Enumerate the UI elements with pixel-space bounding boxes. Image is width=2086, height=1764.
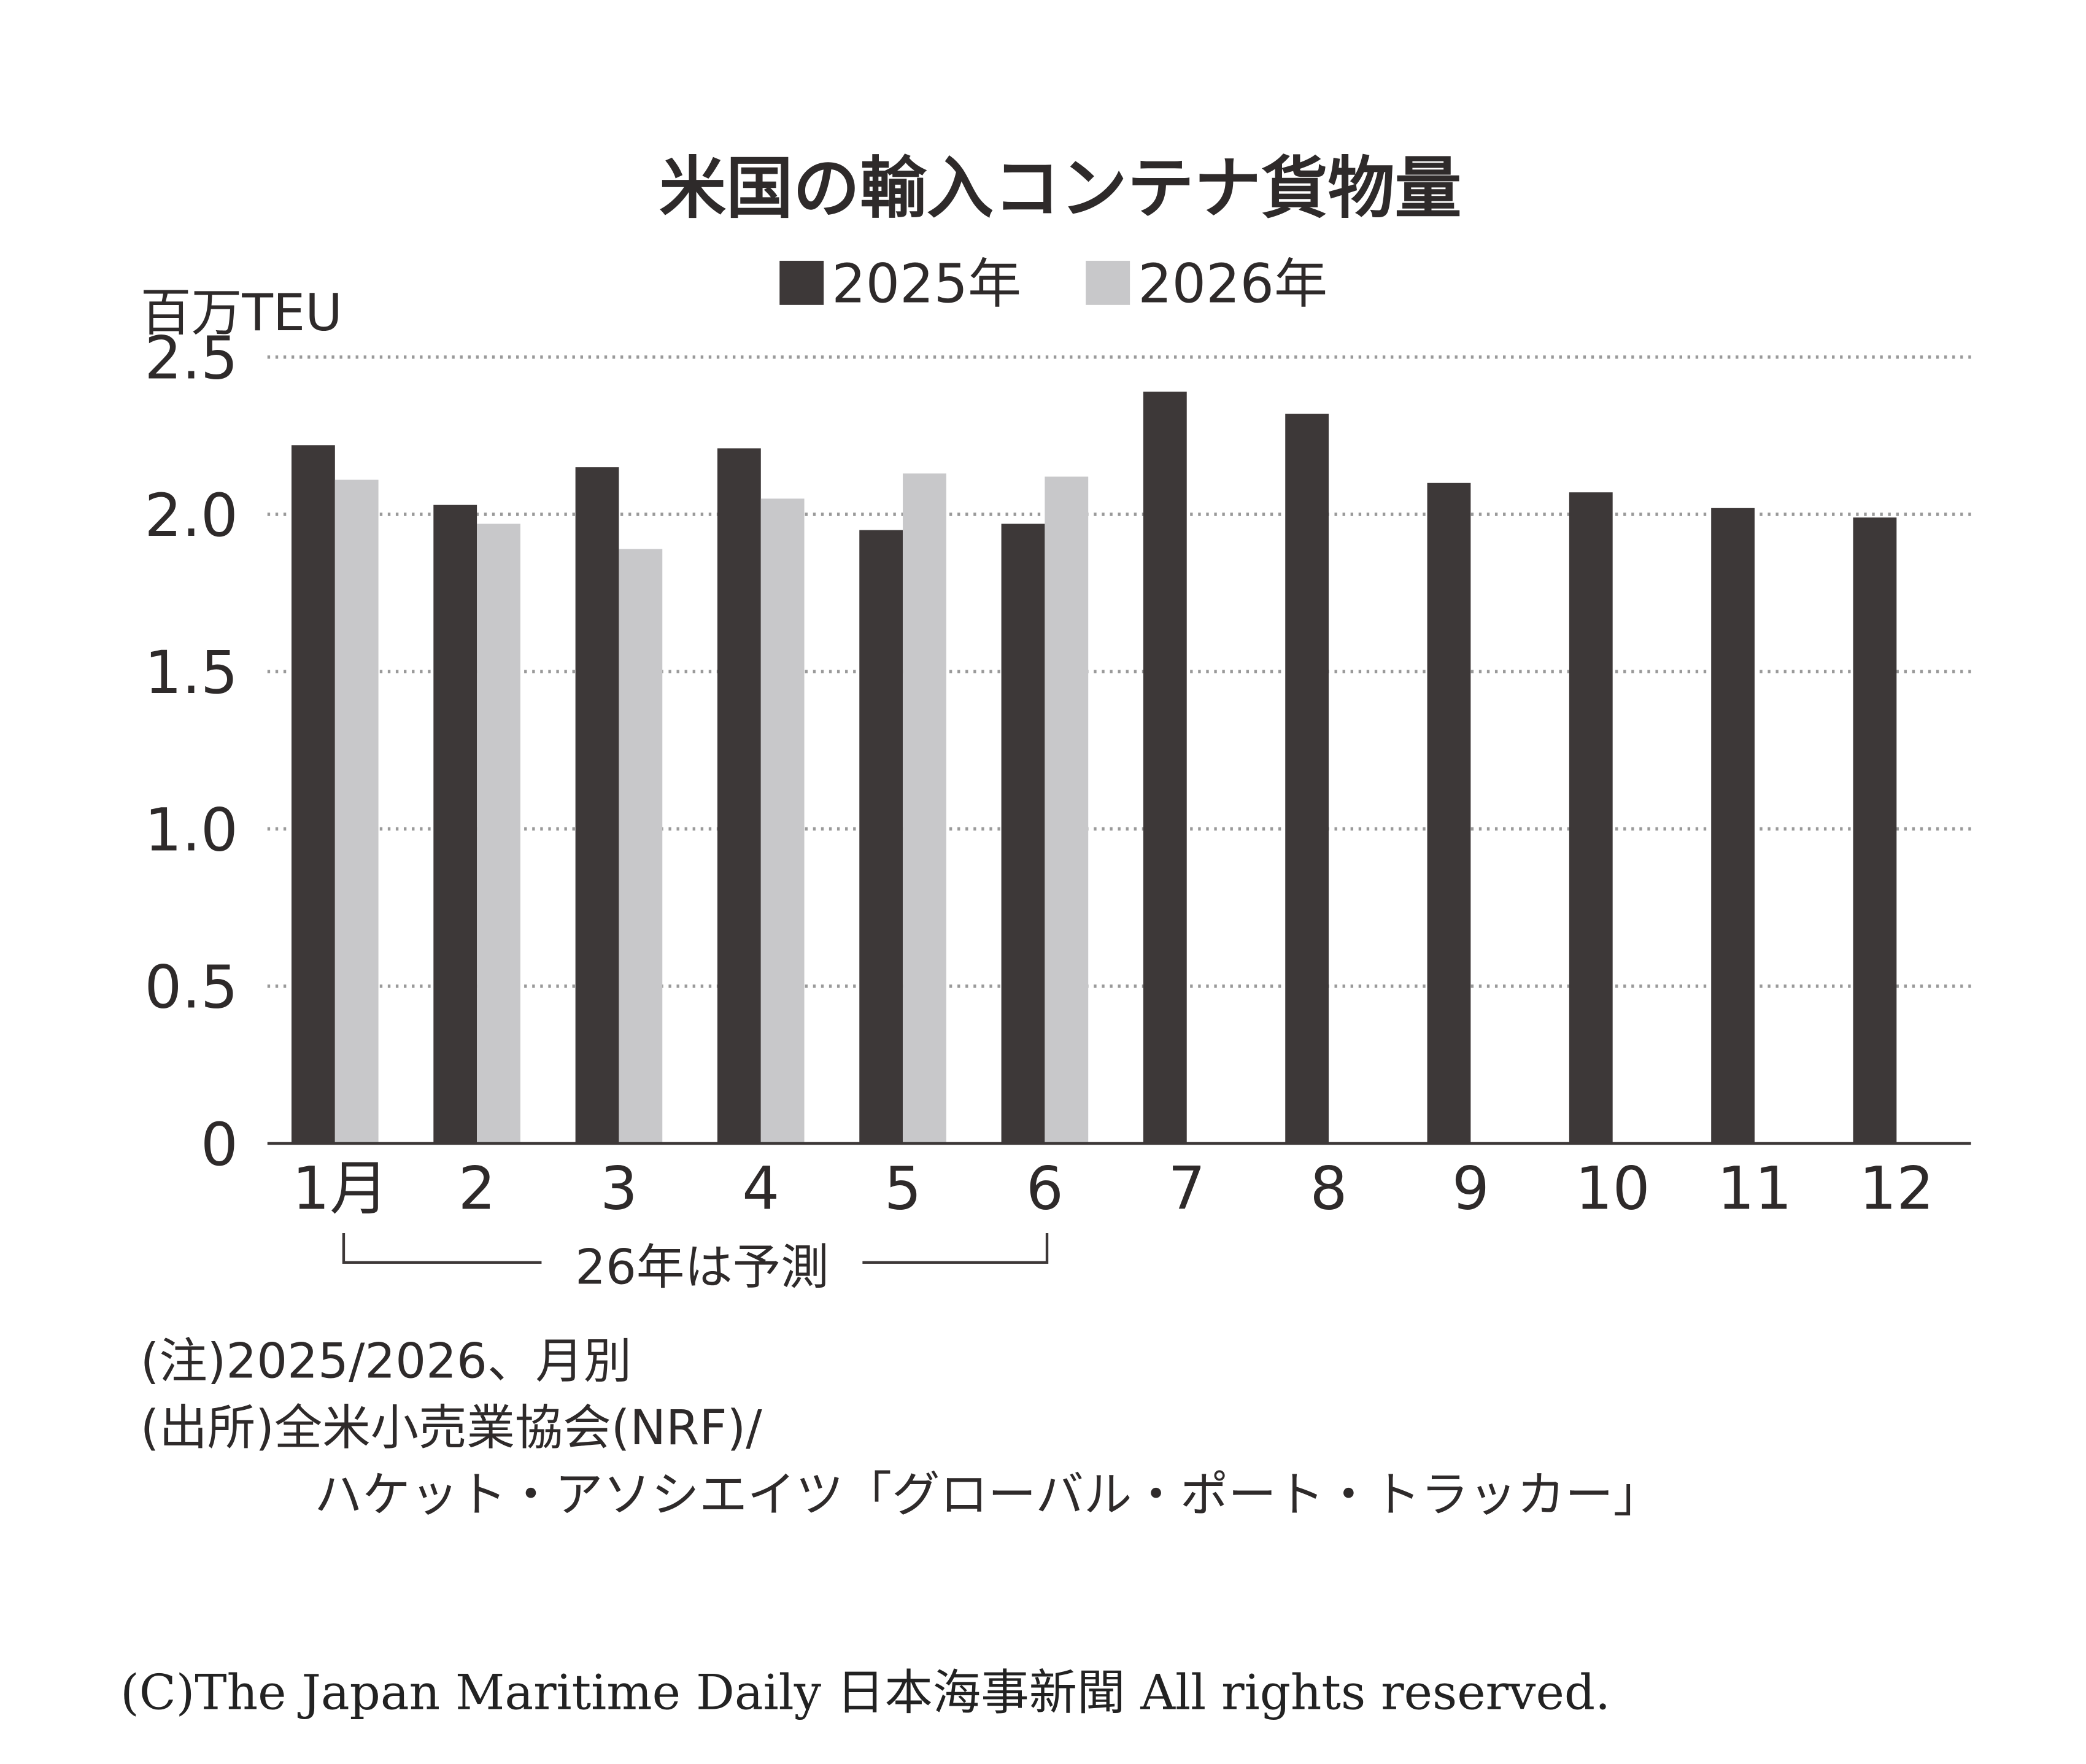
bar-2025年-8	[1285, 414, 1329, 1143]
bar-2025年-10	[1569, 492, 1613, 1143]
x-tick-label: 4	[742, 1155, 779, 1223]
source-text-1: (出所)全米小売業協会(NRF)/	[141, 1400, 762, 1456]
bar-2025年-5	[859, 530, 903, 1143]
x-tick-label: 11	[1717, 1155, 1792, 1223]
x-tick-label: 10	[1575, 1155, 1650, 1223]
x-tick-label: 2	[458, 1155, 496, 1223]
y-tick-label: 2.5	[144, 324, 238, 393]
bar-2026年-3	[619, 549, 663, 1143]
bar-2025年-2	[433, 505, 477, 1143]
x-tick-label: 12	[1859, 1155, 1934, 1223]
legend: 2025年 2026年	[779, 252, 1327, 315]
copyright-text: (C)The Japan Maritime Daily 日本海事新聞 All r…	[120, 1665, 1610, 1721]
chart-title: 米国の輸入コンテナ貨物量	[659, 149, 1461, 227]
bar-2025年-6	[1001, 524, 1045, 1143]
source-text-2: ハケット・アソシエイツ「グローバル・ポート・トラッカー」	[314, 1467, 1661, 1523]
bar-2026年-4	[760, 498, 805, 1143]
bar-2025年-11	[1711, 508, 1755, 1143]
y-tick-label: 0.5	[144, 953, 238, 1022]
legend-label-2025: 2025年	[832, 252, 1021, 315]
x-tick-label: 7	[1168, 1155, 1205, 1223]
y-tick-label: 1.0	[144, 795, 238, 864]
bar-2025年-7	[1143, 392, 1187, 1143]
y-tick-label: 1.5	[144, 638, 238, 707]
x-tick-label: 3	[600, 1155, 638, 1223]
legend-swatch-2026	[1086, 260, 1130, 305]
bar-2026年-6	[1045, 476, 1089, 1143]
legend-label-2026: 2026年	[1138, 252, 1327, 315]
forecast-bracket: 26年は予測	[342, 1232, 1049, 1296]
forecast-annotation: 26年は予測	[575, 1240, 829, 1296]
x-tick-label: 6	[1026, 1155, 1064, 1223]
bar-2025年-4	[717, 448, 761, 1143]
y-tick-label: 2.0	[144, 481, 238, 550]
y-tick-label: 0	[201, 1110, 238, 1179]
bar-2026年-1月	[334, 479, 379, 1143]
x-tick-label: 5	[884, 1155, 922, 1223]
x-tick-label: 8	[1310, 1155, 1348, 1223]
bar-2025年-12	[1853, 517, 1897, 1143]
x-tick-label: 9	[1452, 1155, 1489, 1223]
x-tick-label: 1月	[292, 1155, 388, 1223]
bar-2025年-3	[575, 467, 619, 1143]
bar-2026年-5	[903, 473, 946, 1143]
note-text: (注)2025/2026、月別	[141, 1333, 632, 1389]
bar-2025年-1月	[291, 445, 335, 1143]
y-axis-unit: 百万TEU	[141, 283, 342, 342]
bar-2025年-9	[1427, 482, 1471, 1143]
legend-swatch-2025	[779, 260, 824, 305]
bar-2026年-2	[477, 524, 520, 1143]
